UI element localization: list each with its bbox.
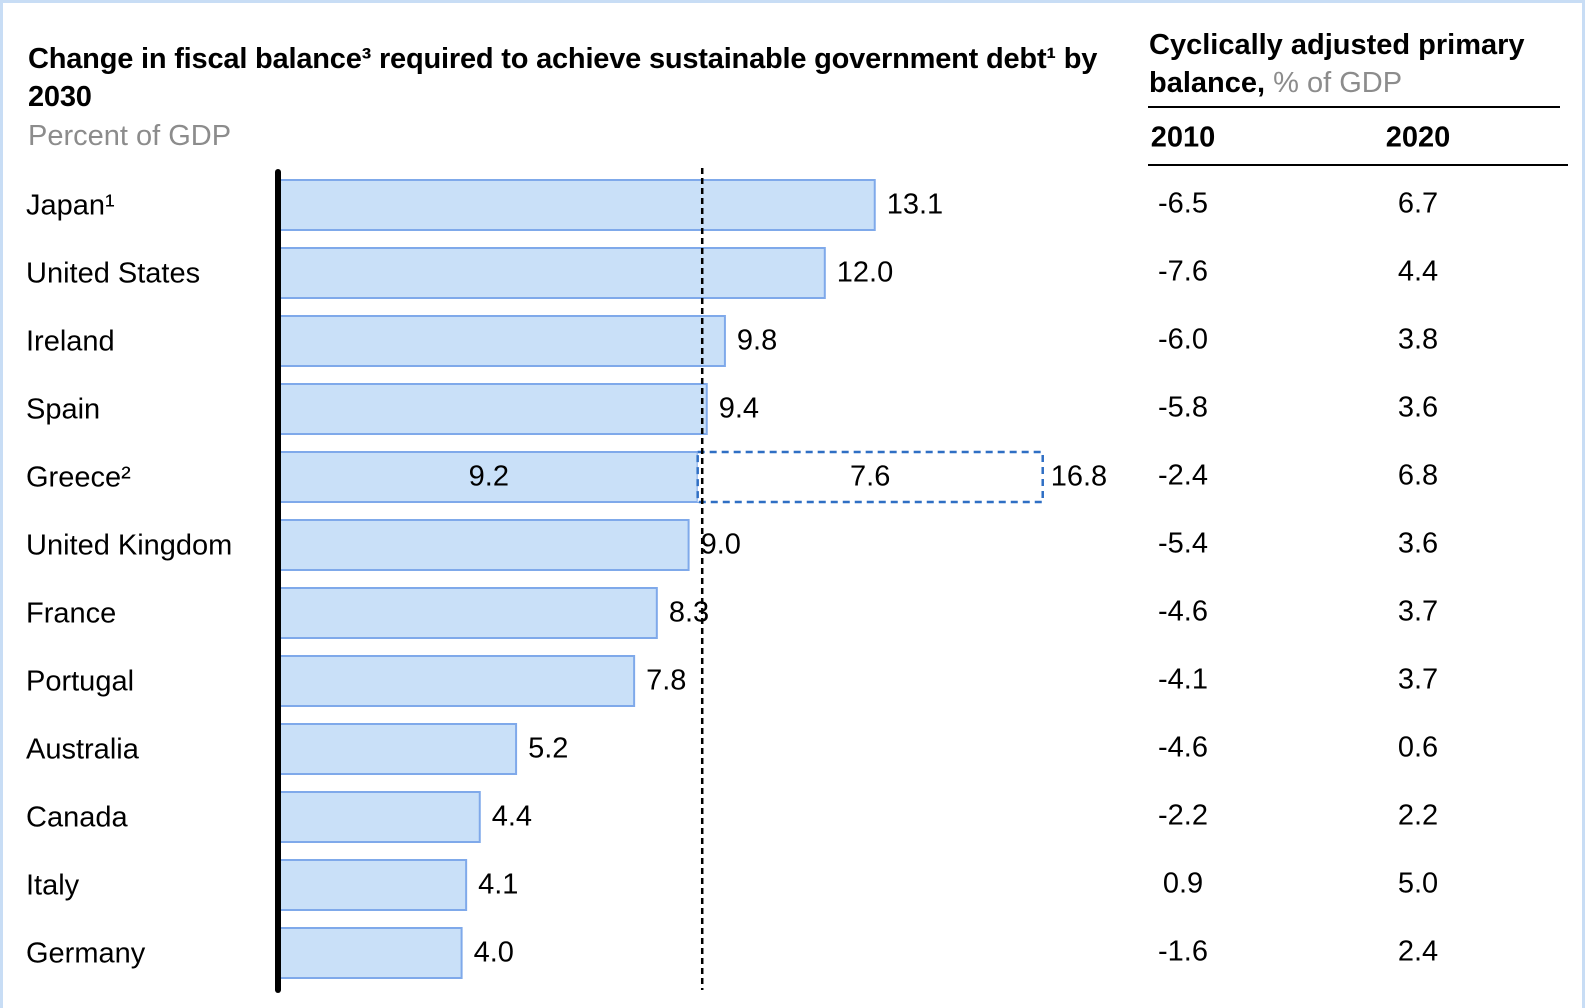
- table-cell: 5.0: [1398, 868, 1438, 900]
- category-label: Japan¹: [26, 190, 115, 222]
- table-cell: 6.8: [1398, 460, 1438, 492]
- table-cell: -4.6: [1158, 732, 1208, 764]
- category-label: Canada: [26, 802, 128, 834]
- value-label: 5.2: [528, 733, 568, 765]
- table-cell: 3.6: [1398, 528, 1438, 560]
- table-cell: -5.4: [1158, 528, 1208, 560]
- value-label: 7.8: [646, 665, 686, 697]
- bar: [279, 927, 463, 979]
- value-label: 9.8: [737, 325, 777, 357]
- table-cell: 2.2: [1398, 800, 1438, 832]
- value-label: 7.6: [850, 461, 890, 493]
- category-label: Portugal: [26, 666, 134, 698]
- category-label: Australia: [26, 734, 140, 766]
- bar: [279, 655, 636, 707]
- value-label: 4.0: [474, 937, 514, 969]
- bar: [279, 587, 658, 639]
- table-cell: -1.6: [1158, 936, 1208, 968]
- table-column-header: 2010: [1151, 122, 1216, 154]
- bar: [279, 179, 876, 231]
- bar: [279, 859, 468, 911]
- table-cell: 0.6: [1398, 732, 1438, 764]
- table-cell: 3.7: [1398, 664, 1438, 696]
- value-label: 4.4: [492, 801, 532, 833]
- category-label: Spain: [26, 394, 100, 426]
- table-cell: 3.8: [1398, 324, 1438, 356]
- bar: [279, 247, 826, 299]
- bar: [279, 723, 518, 775]
- category-label: Greece²: [26, 462, 131, 494]
- category-label: Ireland: [26, 326, 115, 358]
- table-cell: 6.7: [1398, 188, 1438, 220]
- bar: [279, 791, 481, 843]
- category-label: France: [26, 598, 116, 630]
- chart-subtitle: Percent of GDP: [28, 120, 232, 152]
- table-column-header: 2020: [1386, 122, 1451, 154]
- table-title: Cyclically adjusted primary balance,: [1149, 29, 1525, 99]
- bar: [696, 450, 1044, 504]
- value-label: 9.4: [719, 393, 759, 425]
- table-cell: -6.0: [1158, 324, 1208, 356]
- table-cell: -5.8: [1158, 392, 1208, 424]
- table-cell: 4.4: [1398, 256, 1438, 288]
- table-header: Cyclically adjusted primary balance, % o…: [1149, 26, 1569, 102]
- table-cell: 3.6: [1398, 392, 1438, 424]
- bar: [279, 451, 699, 503]
- value-label: 12.0: [837, 257, 893, 289]
- table-cell: -6.5: [1158, 188, 1208, 220]
- total-label: 16.8: [1051, 461, 1107, 493]
- category-label: United States: [26, 258, 200, 290]
- category-label: Germany: [26, 938, 146, 970]
- table-cell: -4.1: [1158, 664, 1208, 696]
- table-cell: -4.6: [1158, 596, 1208, 628]
- table-unit: % of GDP: [1273, 67, 1403, 99]
- bar: [279, 315, 726, 367]
- category-label: United Kingdom: [26, 530, 232, 562]
- table-cell: 3.7: [1398, 596, 1438, 628]
- category-label: Italy: [26, 870, 80, 902]
- bar: [279, 383, 708, 435]
- chart-title: Change in fiscal balance³ required to ac…: [28, 43, 1098, 113]
- table-cell: 2.4: [1398, 936, 1438, 968]
- table-cell: -7.6: [1158, 256, 1208, 288]
- value-label: 9.0: [701, 529, 741, 561]
- table-cell: -2.4: [1158, 460, 1208, 492]
- table-cell: 0.9: [1163, 868, 1203, 900]
- value-label: 4.1: [478, 869, 518, 901]
- bar: [279, 519, 690, 571]
- table-cell: -2.2: [1158, 800, 1208, 832]
- value-label: 13.1: [887, 189, 943, 221]
- value-label: 9.2: [469, 461, 509, 493]
